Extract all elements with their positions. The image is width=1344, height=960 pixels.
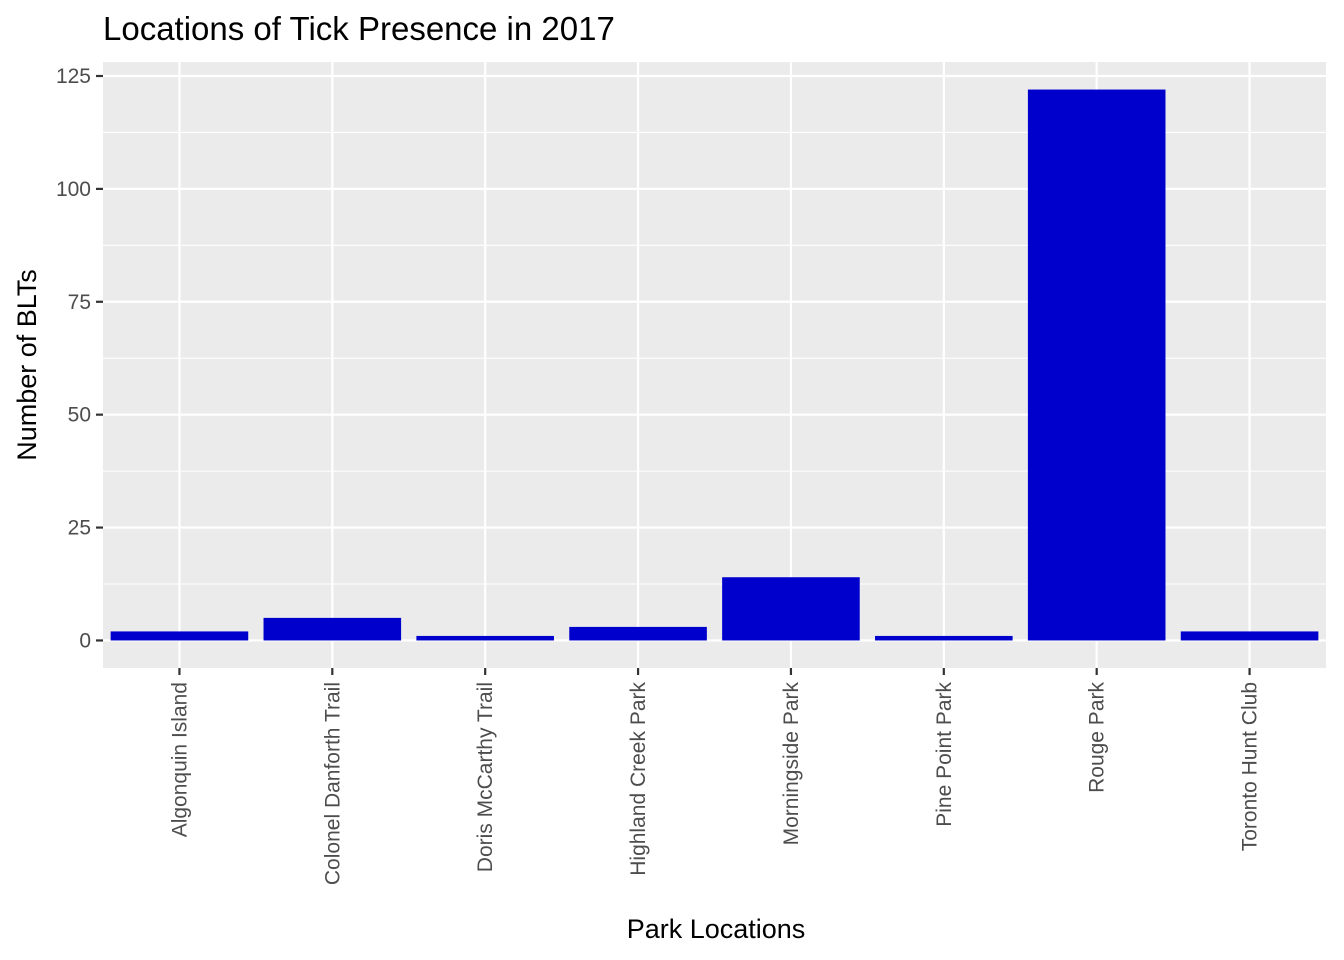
- chart-title: Locations of Tick Presence in 2017: [103, 10, 615, 47]
- x-tick-label: Morningside Park: [780, 682, 803, 846]
- x-tick-label: Doris McCarthy Trail: [474, 682, 497, 872]
- bar: [416, 635, 554, 641]
- y-tick-label: 50: [68, 404, 91, 427]
- bar: [1180, 631, 1319, 641]
- bar: [875, 635, 1013, 641]
- y-tick-label: 25: [68, 517, 91, 540]
- bar: [110, 631, 249, 641]
- y-tick-label: 100: [56, 178, 91, 201]
- x-tick-label: Pine Point Park: [933, 682, 956, 827]
- bar: [263, 617, 402, 641]
- x-tick-label: Toronto Hunt Club: [1239, 682, 1262, 851]
- x-axis: Algonquin Island Colonel Danforth Trail Do…: [168, 668, 1262, 885]
- x-tick-label: Highland Creek Park: [627, 682, 650, 876]
- bar: [1027, 89, 1166, 641]
- bar: [569, 626, 707, 641]
- y-tick-label: 125: [56, 65, 91, 88]
- y-axis-title: Number of BLTs: [12, 269, 42, 461]
- y-axis: 0 25 50 75 100 125: [56, 65, 103, 652]
- x-tick-label: Colonel Danforth Trail: [321, 682, 344, 885]
- x-axis-title: Park Locations: [627, 914, 806, 944]
- y-tick-label: 75: [68, 291, 91, 314]
- y-tick-label: 0: [79, 629, 91, 652]
- x-tick-label: Algonquin Island: [168, 682, 191, 837]
- bars: [110, 89, 1319, 641]
- x-tick-label: Rouge Park: [1086, 682, 1109, 793]
- bar: [722, 577, 860, 641]
